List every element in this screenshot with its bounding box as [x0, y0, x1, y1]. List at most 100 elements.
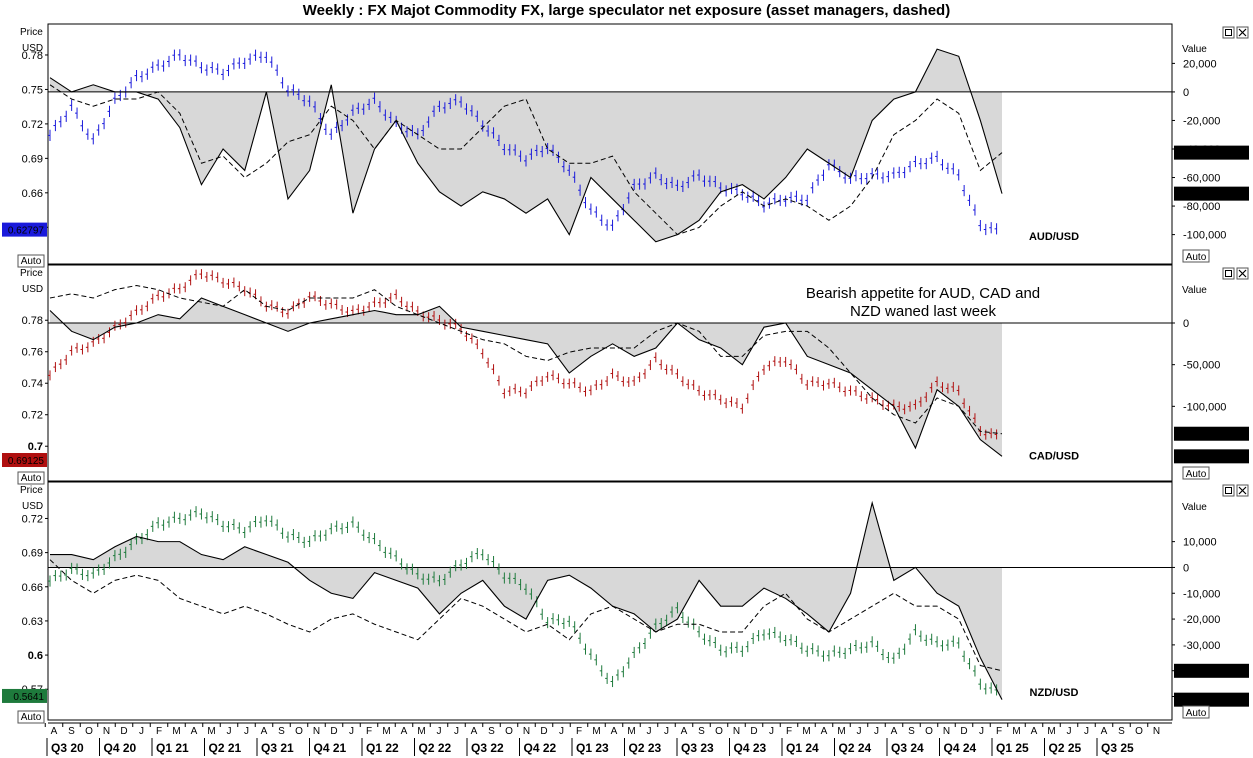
- month-label: D: [540, 726, 547, 737]
- close-icon: [1238, 28, 1247, 37]
- quarter-label: Q4 21: [314, 741, 347, 755]
- last-value-text: -150,787.000: [1182, 452, 1241, 463]
- price-axis-label: Price: [20, 27, 43, 38]
- last-value-box: [1174, 426, 1249, 441]
- month-label: J: [647, 726, 652, 737]
- month-label: O: [925, 726, 933, 737]
- panel-restore-button[interactable]: [1222, 484, 1235, 497]
- last-price-box: [2, 453, 47, 468]
- panel-aud-usd: PriceUSD0.780.750.720.690.660.63Value20,…: [2, 23, 1249, 268]
- month-label: D: [750, 726, 757, 737]
- restore-icon: [1225, 29, 1232, 36]
- month-label: O: [715, 726, 723, 737]
- quarter-label: Q4 22: [524, 741, 557, 755]
- month-label: A: [681, 726, 688, 737]
- price-tick-label: 0.69: [22, 548, 43, 560]
- month-label: D: [120, 726, 127, 737]
- month-label: J: [664, 726, 669, 737]
- restore-icon: [1225, 270, 1232, 277]
- quarter-label: Q1 25: [996, 741, 1029, 755]
- auto-right-label: Auto: [1186, 252, 1207, 263]
- value-tick-label: 0: [1183, 87, 1189, 99]
- month-label: M: [592, 726, 600, 737]
- month-label: F: [576, 726, 582, 737]
- usd-axis-label: USD: [22, 501, 43, 512]
- last-value-text: -51,223.000: [1184, 696, 1238, 707]
- month-label: S: [1118, 726, 1125, 737]
- month-label: J: [559, 726, 564, 737]
- value-tick-label: -100,000: [1183, 401, 1226, 413]
- auto-scale-right-button[interactable]: [1182, 466, 1210, 480]
- net-large-spec-line: [50, 500, 1003, 700]
- last-value-box: [1174, 692, 1249, 707]
- price-tick-label: 0.6: [28, 650, 43, 662]
- last-value-text: -40,043.000: [1184, 667, 1238, 678]
- quarter-label: Q2 25: [1049, 741, 1082, 755]
- quarter-label: Q4 23: [734, 741, 767, 755]
- net-exposure-area: [50, 49, 1002, 242]
- month-label: A: [891, 726, 898, 737]
- net-exposure-area: [50, 298, 1002, 457]
- auto-scale-right-button[interactable]: [1182, 705, 1210, 719]
- last-value-box: [1174, 663, 1249, 678]
- restore-icon: [1225, 487, 1232, 494]
- price-axis-label: Price: [20, 268, 43, 279]
- auto-scale-left-button[interactable]: [17, 710, 45, 724]
- net-large-spec-line: [49, 48, 1003, 243]
- value-tick-label: -100,000: [1183, 230, 1226, 242]
- auto-scale-right-button[interactable]: [1182, 249, 1210, 263]
- price-tick-label: 0.7: [28, 441, 43, 453]
- month-label: F: [366, 726, 372, 737]
- month-label: D: [330, 726, 337, 737]
- month-label: M: [382, 726, 390, 737]
- month-label: S: [488, 726, 495, 737]
- month-label: S: [278, 726, 285, 737]
- month-label: M: [1012, 726, 1020, 737]
- auto-right-label: Auto: [1186, 469, 1207, 480]
- month-label: J: [1067, 726, 1072, 737]
- month-label: N: [523, 726, 530, 737]
- month-label: F: [156, 726, 162, 737]
- pair-label: CAD/USD: [1029, 450, 1079, 462]
- month-label: J: [874, 726, 879, 737]
- auto-left-label: Auto: [21, 256, 42, 267]
- quarter-label: Q2 23: [629, 741, 662, 755]
- net-large-spec-line: [49, 297, 1003, 457]
- quarter-label: Q3 24: [891, 741, 924, 755]
- quarter-label: Q3 21: [261, 741, 294, 755]
- month-label: F: [996, 726, 1002, 737]
- month-label: N: [103, 726, 110, 737]
- month-label: O: [295, 726, 303, 737]
- quarter-label: Q3 23: [681, 741, 714, 755]
- auto-right-label: Auto: [1186, 708, 1207, 719]
- last-value-box: [1174, 449, 1249, 464]
- price-tick-label: 0.66: [22, 582, 43, 594]
- quarter-label: Q2 24: [839, 741, 872, 755]
- auto-left-label: Auto: [21, 473, 42, 484]
- last-price-text: 0.62797: [8, 226, 45, 237]
- last-value-box: [1174, 145, 1249, 160]
- auto-scale-left-button[interactable]: [17, 254, 45, 268]
- month-label: M: [627, 726, 635, 737]
- close-icon: [1238, 486, 1247, 495]
- value-tick-label: -20,000: [1183, 115, 1220, 127]
- panel-restore-button[interactable]: [1222, 26, 1235, 39]
- panel-nzd-usd: PriceUSD0.720.690.660.630.60.57Value10,0…: [2, 481, 1249, 724]
- panel-border: [47, 23, 1173, 265]
- panel-border: [47, 481, 1173, 721]
- last-value-text: -42,546.000: [1184, 149, 1238, 160]
- value-tick-label: -10,000: [1183, 588, 1220, 600]
- auto-scale-left-button[interactable]: [17, 471, 45, 485]
- month-label: F: [786, 726, 792, 737]
- month-label: J: [857, 726, 862, 737]
- month-label: M: [417, 726, 425, 737]
- panel-restore-button[interactable]: [1222, 267, 1235, 280]
- value-tick-label: -30,000: [1183, 640, 1220, 652]
- quarter-label: Q1 22: [366, 741, 399, 755]
- month-label: A: [471, 726, 478, 737]
- month-label: N: [943, 726, 950, 737]
- quarter-label: Q3 22: [471, 741, 504, 755]
- price-tick-label: 0.72: [22, 410, 43, 422]
- value-tick-label: -50,000: [1183, 360, 1220, 372]
